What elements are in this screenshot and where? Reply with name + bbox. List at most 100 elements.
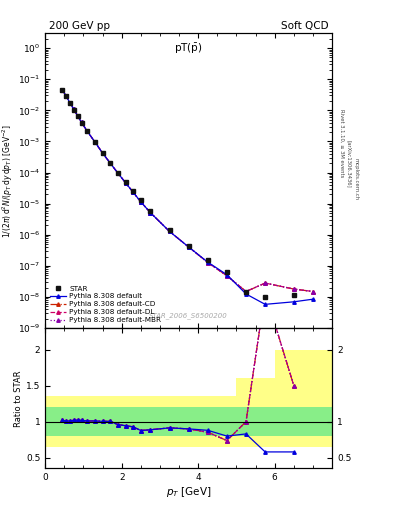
STAR	[108, 160, 112, 166]
Pythia 8.308 default-DL	[79, 119, 84, 125]
Pythia 8.308 default-MBR	[60, 87, 65, 93]
Pythia 8.308 default	[72, 106, 76, 113]
Pythia 8.308 default-CD	[60, 87, 65, 93]
Pythia 8.308 default-CD	[68, 100, 72, 106]
Pythia 8.308 default-DL	[310, 288, 315, 294]
Line: Pythia 8.308 default: Pythia 8.308 default	[61, 88, 315, 306]
Pythia 8.308 default-MBR	[310, 288, 315, 294]
Pythia 8.308 default-CD	[186, 244, 191, 250]
Pythia 8.308 default-MBR	[263, 280, 268, 286]
Pythia 8.308 default-MBR	[123, 180, 128, 186]
Pythia 8.308 default	[244, 291, 248, 297]
Pythia 8.308 default-MBR	[64, 93, 69, 99]
Pythia 8.308 default-DL	[68, 100, 72, 106]
STAR	[123, 179, 128, 185]
STAR	[292, 291, 296, 297]
Pythia 8.308 default-DL	[75, 113, 80, 119]
STAR	[68, 100, 72, 106]
Pythia 8.308 default-CD	[116, 170, 120, 176]
Pythia 8.308 default-MBR	[116, 170, 120, 176]
Pythia 8.308 default	[123, 180, 128, 186]
Y-axis label: Ratio to STAR: Ratio to STAR	[14, 370, 23, 426]
Pythia 8.308 default	[68, 100, 72, 106]
STAR	[100, 150, 105, 156]
Pythia 8.308 default-DL	[292, 286, 296, 292]
Pythia 8.308 default-CD	[85, 128, 90, 134]
STAR	[131, 188, 136, 195]
Pythia 8.308 default	[116, 170, 120, 176]
Pythia 8.308 default-DL	[85, 128, 90, 134]
Pythia 8.308 default-CD	[310, 288, 315, 294]
Pythia 8.308 default-MBR	[206, 260, 210, 266]
STAR	[206, 258, 210, 264]
Pythia 8.308 default-DL	[131, 189, 136, 196]
Pythia 8.308 default-CD	[64, 93, 69, 99]
X-axis label: $p_T$ [GeV]: $p_T$ [GeV]	[166, 485, 211, 499]
Pythia 8.308 default-CD	[131, 189, 136, 196]
Pythia 8.308 default-DL	[244, 288, 248, 294]
Line: Pythia 8.308 default-DL: Pythia 8.308 default-DL	[61, 88, 315, 293]
Pythia 8.308 default-CD	[224, 273, 229, 279]
Pythia 8.308 default	[60, 87, 65, 93]
Pythia 8.308 default-MBR	[224, 273, 229, 279]
Pythia 8.308 default-MBR	[100, 150, 105, 156]
Pythia 8.308 default-MBR	[167, 228, 172, 234]
STAR	[75, 113, 80, 119]
Pythia 8.308 default-CD	[138, 199, 143, 205]
STAR	[138, 197, 143, 203]
STAR	[116, 169, 120, 176]
STAR	[244, 288, 248, 294]
STAR	[72, 106, 76, 113]
Pythia 8.308 default-MBR	[93, 139, 97, 145]
Pythia 8.308 default-DL	[72, 106, 76, 113]
Pythia 8.308 default	[148, 209, 153, 216]
STAR	[224, 269, 229, 275]
Pythia 8.308 default	[93, 139, 97, 145]
Pythia 8.308 default	[79, 119, 84, 125]
Pythia 8.308 default-DL	[100, 150, 105, 156]
Pythia 8.308 default-DL	[60, 87, 65, 93]
Pythia 8.308 default	[131, 189, 136, 196]
Y-axis label: $1/(2\pi)\,\mathrm{d}^2N/(p_T\,\mathrm{d}y\,\mathrm{d}p_T)$ [GeV$^{-2}$]: $1/(2\pi)\,\mathrm{d}^2N/(p_T\,\mathrm{d…	[1, 124, 15, 238]
STAR	[60, 87, 65, 93]
Line: STAR: STAR	[60, 88, 296, 300]
Pythia 8.308 default	[75, 113, 80, 119]
Pythia 8.308 default-DL	[224, 273, 229, 279]
Pythia 8.308 default-CD	[292, 286, 296, 292]
Pythia 8.308 default-MBR	[244, 288, 248, 294]
STAR	[148, 208, 153, 214]
Line: Pythia 8.308 default-CD: Pythia 8.308 default-CD	[61, 88, 315, 293]
Pythia 8.308 default-CD	[79, 119, 84, 125]
Pythia 8.308 default-DL	[138, 199, 143, 205]
STAR	[85, 129, 90, 135]
Pythia 8.308 default-DL	[123, 180, 128, 186]
Pythia 8.308 default-MBR	[138, 199, 143, 205]
Pythia 8.308 default-DL	[206, 260, 210, 266]
Pythia 8.308 default-DL	[186, 244, 191, 250]
Pythia 8.308 default	[310, 296, 315, 302]
Text: Soft QCD: Soft QCD	[281, 20, 328, 31]
Pythia 8.308 default-DL	[108, 160, 112, 166]
Pythia 8.308 default-DL	[64, 93, 69, 99]
Pythia 8.308 default-DL	[93, 139, 97, 145]
Pythia 8.308 default	[64, 93, 69, 99]
Pythia 8.308 default-MBR	[186, 244, 191, 250]
Pythia 8.308 default-DL	[167, 228, 172, 234]
Pythia 8.308 default-MBR	[148, 209, 153, 216]
Pythia 8.308 default-MBR	[292, 286, 296, 292]
Text: pT($\bar{\mathrm{p}}$): pT($\bar{\mathrm{p}}$)	[174, 42, 203, 56]
Pythia 8.308 default-MBR	[85, 128, 90, 134]
Pythia 8.308 default-CD	[72, 106, 76, 113]
Pythia 8.308 default	[108, 160, 112, 166]
Pythia 8.308 default-DL	[148, 209, 153, 216]
Pythia 8.308 default-CD	[167, 228, 172, 234]
Pythia 8.308 default	[85, 128, 90, 134]
STAR	[263, 294, 268, 300]
Pythia 8.308 default-CD	[100, 150, 105, 156]
Pythia 8.308 default-CD	[108, 160, 112, 166]
Pythia 8.308 default	[100, 150, 105, 156]
STAR	[167, 227, 172, 233]
Text: mcplots.cern.ch: mcplots.cern.ch	[354, 158, 359, 200]
Pythia 8.308 default	[167, 228, 172, 234]
Pythia 8.308 default-CD	[75, 113, 80, 119]
